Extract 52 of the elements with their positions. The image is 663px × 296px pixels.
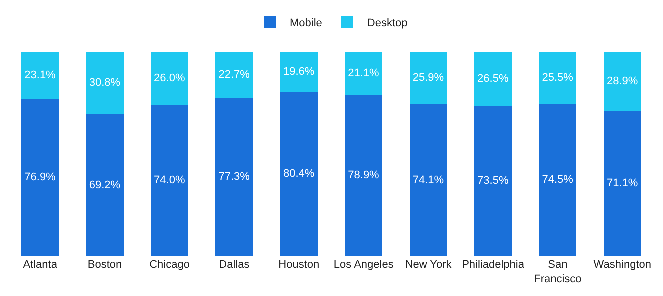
data-label: 21.1% [348, 67, 380, 80]
data-label: 76.9% [24, 171, 56, 184]
data-label: 77.3% [218, 171, 250, 184]
x-tick-label: New York [405, 259, 452, 271]
bar [22, 98, 60, 256]
data-label: 25.9% [412, 72, 444, 84]
bar [604, 52, 642, 111]
bar [216, 98, 254, 256]
data-label: 69.2% [89, 179, 121, 192]
bar [280, 52, 318, 92]
bar [474, 106, 512, 256]
x-tick-label: Philiadelphia [462, 259, 526, 271]
x-tick-label: Boston [88, 259, 122, 271]
data-label: 74.5% [542, 174, 574, 186]
data-label: 28.9% [606, 75, 638, 88]
data-label: 71.1% [606, 177, 638, 190]
data-label: 26.0% [154, 72, 186, 84]
data-label: 73.5% [478, 174, 509, 187]
data-label: 22.7% [218, 68, 250, 81]
bar [86, 114, 124, 256]
bar [216, 52, 254, 98]
x-tick-label: Dallas [219, 259, 250, 271]
bar [22, 52, 60, 99]
legend-label: Desktop [367, 17, 408, 30]
data-label: 80.4% [283, 168, 315, 180]
legend-label: Mobile [290, 17, 322, 30]
bar [150, 104, 189, 256]
bar [345, 52, 383, 95]
bar [280, 92, 318, 256]
data-label: 78.9% [348, 169, 380, 182]
bar [345, 94, 383, 256]
bar [410, 52, 448, 105]
bar [86, 52, 124, 115]
data-label: 30.8% [89, 77, 121, 90]
data-label: 19.6% [283, 66, 315, 78]
bar [150, 52, 189, 105]
data-label: 74.0% [154, 174, 186, 186]
data-label: 26.5% [478, 72, 509, 85]
x-tick-label: Atlanta [23, 259, 58, 271]
bar [410, 104, 448, 256]
x-tick-label: Washington [594, 259, 652, 271]
x-tick-label: Chicago [150, 259, 190, 271]
x-tick-label: Houston [278, 259, 320, 271]
bar [474, 52, 512, 106]
data-label: 74.1% [412, 174, 444, 186]
x-tick-label: Los Angeles [334, 259, 394, 271]
bar [539, 104, 577, 256]
x-tick-label: San Francisco [534, 259, 582, 286]
data-label: 23.1% [24, 69, 56, 82]
data-label: 25.5% [542, 72, 574, 84]
bar [539, 52, 577, 104]
bar [604, 110, 642, 256]
